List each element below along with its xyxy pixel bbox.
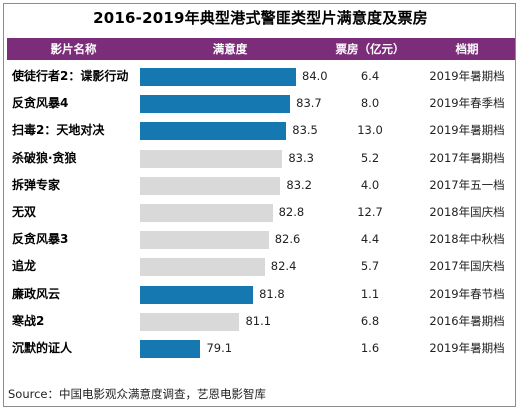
table-row: 无双 82.8 12.7 2018年国庆档	[7, 199, 515, 226]
box-office-value: 12.7	[357, 205, 383, 219]
satisfaction-value: 83.3	[288, 150, 314, 165]
box-office-value: 6.8	[360, 313, 380, 328]
table-row: 沉默的证人 79.1 1.6 2019年暑期档	[7, 335, 515, 362]
satisfaction-value: 83.5	[292, 123, 318, 138]
source-note: Source：中国电影观众满意度调查，艺恩电影智库	[8, 387, 266, 401]
film-name: 沉默的证人	[12, 341, 73, 355]
satisfaction-value: 83.2	[286, 177, 312, 192]
box-office-value: 4.4	[360, 232, 380, 247]
film-name: 杀破狼·贪狼	[12, 150, 77, 165]
table-row: 廉政风云 81.8 1.1 2019年春节档	[7, 281, 515, 308]
film-name: 无双	[12, 205, 37, 219]
satisfaction-value: 82.4	[270, 259, 297, 274]
box-office-value: 8.0	[360, 96, 380, 111]
satisfaction-bar	[140, 204, 273, 222]
film-name: 反贪风暴3	[12, 232, 69, 247]
release-period: 2019年春季档	[429, 96, 505, 111]
box-office-value: 5.7	[360, 259, 380, 274]
header-box-office: 票房（亿元）	[335, 42, 405, 56]
film-name: 拆弹专家	[12, 177, 61, 192]
chart-title: 2016-2019年典型港式警匪类型片满意度及票房	[93, 9, 428, 27]
release-period: 2017年暑期档	[429, 150, 505, 165]
release-period: 2019年暑期档	[429, 123, 505, 138]
satisfaction-bar	[140, 176, 281, 195]
satisfaction-value: 84.0	[302, 69, 328, 83]
table-header: 影片名称 满意度 票房（亿元） 档期	[7, 38, 515, 60]
box-office-value: 5.2	[360, 150, 380, 165]
satisfaction-bar	[140, 149, 283, 168]
box-office-value: 1.6	[360, 341, 380, 355]
table-row: 扫毒2：天地对决 83.5 13.0 2019年暑期档	[7, 117, 515, 144]
box-office-value: 13.0	[357, 123, 383, 138]
table-row: 拆弹专家 83.2 4.0 2017年五一档	[7, 172, 515, 199]
satisfaction-value: 83.7	[296, 96, 322, 111]
satisfaction-bar	[140, 231, 269, 250]
table-row: 反贪风暴3 82.6 4.4 2018年中秋档	[7, 226, 515, 253]
table-row: 使徒行者2：谍影行动 84.0 6.4 2019年暑期档	[7, 63, 515, 90]
release-period: 2018年中秋档	[429, 232, 505, 247]
release-period: 2017年国庆档	[429, 259, 505, 274]
film-name: 反贪风暴4	[12, 96, 69, 111]
film-name: 扫毒2：天地对决	[12, 123, 105, 138]
release-period: 2019年春节档	[429, 286, 505, 301]
table-row: 追龙 82.4 5.7 2017年国庆档	[7, 253, 515, 280]
satisfaction-value: 82.8	[278, 205, 305, 219]
film-name: 寒战2	[12, 313, 45, 328]
satisfaction-bar	[140, 285, 254, 304]
film-name: 使徒行者2：谍影行动	[12, 69, 129, 83]
satisfaction-bar	[140, 95, 291, 114]
satisfaction-bar	[140, 312, 240, 331]
film-name: 追龙	[12, 259, 37, 274]
release-period: 2016年暑期档	[429, 313, 505, 328]
satisfaction-bar	[140, 340, 201, 358]
table-row: 寒战2 81.1 6.8 2016年暑期档	[7, 308, 515, 335]
table-row: 杀破狼·贪狼 83.3 5.2 2017年暑期档	[7, 145, 515, 172]
header-period: 档期	[455, 42, 479, 56]
satisfaction-value: 82.6	[274, 232, 301, 247]
satisfaction-bar	[140, 122, 287, 141]
box-office-value: 4.0	[360, 177, 380, 192]
satisfaction-value: 81.1	[245, 313, 272, 328]
box-office-value: 6.4	[360, 69, 380, 83]
satisfaction-bar	[140, 258, 265, 277]
release-period: 2017年五一档	[429, 177, 505, 192]
table-row: 反贪风暴4 83.7 8.0 2019年春季档	[7, 90, 515, 117]
header-satisfaction: 满意度	[212, 42, 248, 56]
satisfaction-bar	[140, 68, 296, 86]
satisfaction-value: 81.8	[259, 286, 285, 301]
header-film-name: 影片名称	[50, 42, 97, 56]
release-period: 2019年暑期档	[429, 69, 505, 83]
chart-frame	[3, 3, 516, 407]
release-period: 2019年暑期档	[429, 341, 505, 355]
box-office-value: 1.1	[360, 286, 380, 301]
release-period: 2018年国庆档	[429, 205, 505, 219]
satisfaction-value: 79.1	[206, 341, 233, 355]
film-name: 廉政风云	[12, 286, 61, 301]
